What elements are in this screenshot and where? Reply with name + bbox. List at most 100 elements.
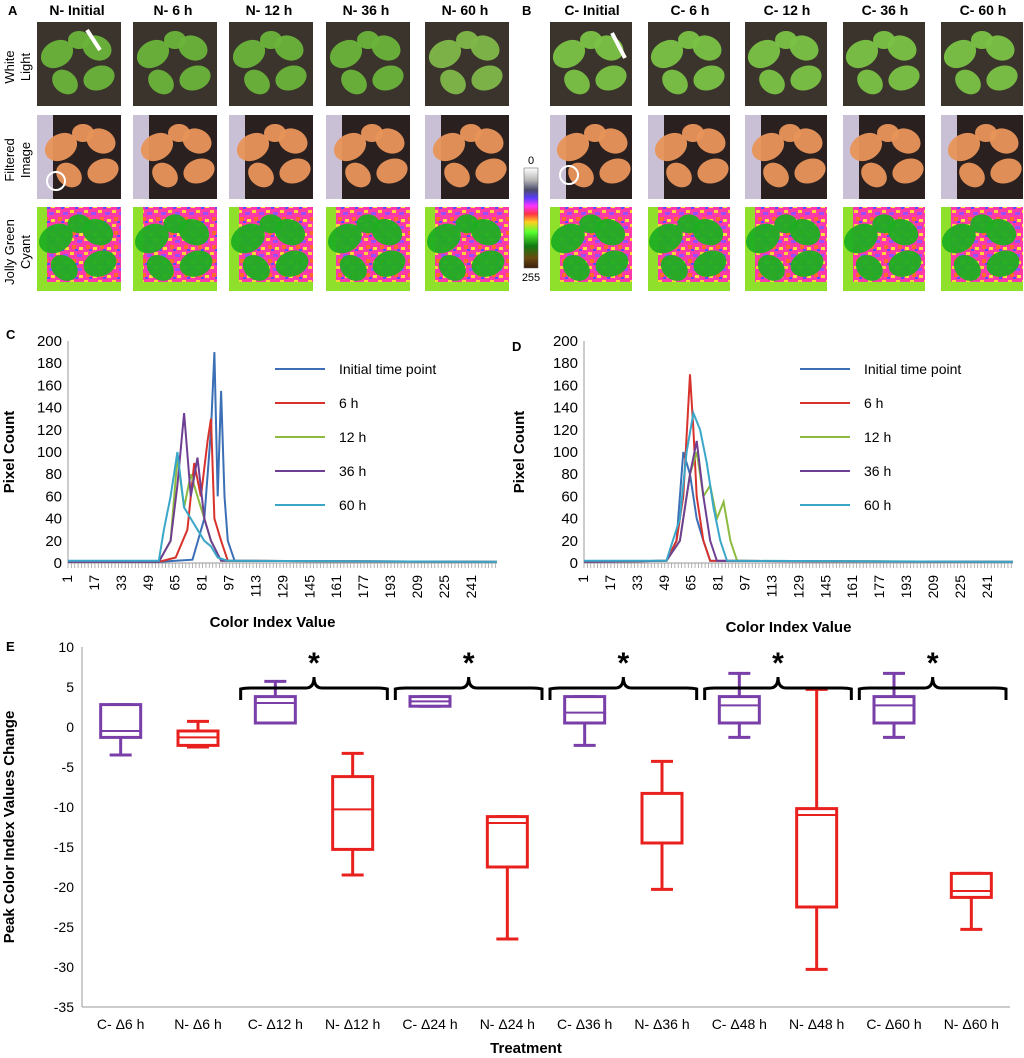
photo-jolly-edge: [745, 282, 827, 291]
plant-jolly-leaf: [339, 254, 367, 281]
plant-filtered-leaf: [959, 162, 985, 188]
plant-filtered-leaf: [990, 158, 1022, 184]
plant-leaf: [971, 31, 993, 49]
plant-jolly-leaf: [372, 250, 406, 277]
row-label: White: [2, 50, 17, 83]
panel-b-column-title: C- 12 h: [764, 2, 811, 18]
plant-filtered-leaf: [361, 124, 383, 142]
x-tick-label: N- Δ60 h: [944, 1016, 999, 1032]
y-tick-label: -15: [54, 839, 74, 855]
box: [640, 759, 684, 891]
plant-jolly-leaf: [179, 250, 213, 277]
y-tick-label: 0: [66, 719, 74, 735]
box-iqr: [485, 815, 529, 869]
plant-filtered-leaf: [87, 158, 119, 184]
box: [485, 815, 529, 941]
x-tick-label: 81: [194, 575, 210, 591]
y-tick-label: 200: [553, 333, 578, 350]
plant-jolly-leaf: [872, 214, 896, 234]
panel-b-column-title: C- Initial: [564, 2, 619, 18]
x-tick-label: N- Δ48 h: [789, 1016, 844, 1032]
panel-b: B C- Initial C- 6 h C- 12 h C- 36 h C- 60 h: [522, 2, 1023, 291]
plant-leaf: [678, 31, 700, 49]
box: [872, 671, 916, 739]
photo-filtered-edge: [229, 115, 245, 199]
panel-a-column-title: N- 6 h: [154, 2, 193, 18]
panel-a-column-title: N- 12 h: [246, 2, 293, 18]
plant-filtered-leaf: [183, 158, 215, 184]
series-line: [584, 409, 1014, 563]
series-line: [583, 451, 1014, 563]
x-tick-label: 65: [683, 575, 699, 591]
plant-jolly-leaf: [888, 250, 922, 277]
plant-jolly-leaf: [50, 254, 78, 281]
photo-filtered-edge: [745, 115, 761, 199]
x-tick-label: 225: [952, 575, 968, 599]
plant-jolly-leaf: [562, 254, 590, 281]
plant-filtered-leaf: [666, 162, 692, 188]
photo-filtered-edge: [326, 115, 342, 199]
box-iqr: [563, 695, 607, 725]
y-tick-label: 0: [570, 555, 578, 572]
plant-jolly-leaf: [855, 254, 883, 281]
y-tick-label: 160: [553, 377, 578, 394]
y-tick-label: 100: [553, 444, 578, 461]
plant-leaf: [857, 69, 883, 95]
x-tick-label: 225: [436, 575, 452, 599]
photo-jolly-edge: [133, 282, 217, 291]
plant-leaf: [955, 69, 981, 95]
plant-filtered-leaf: [599, 158, 631, 184]
plant-filtered-leaf: [140, 132, 174, 162]
plant-filtered-leaf: [475, 158, 507, 184]
x-tick-label: 129: [274, 575, 290, 599]
plant-filtered-leaf: [56, 162, 82, 188]
box-iqr: [640, 791, 684, 845]
photo-jolly-edge: [843, 282, 925, 291]
photo-jolly-edge: [425, 282, 509, 291]
panel-letter: C: [6, 327, 16, 342]
significance-bracket: [857, 676, 1008, 700]
panel-b-column-title: C- 36 h: [862, 2, 909, 18]
x-tick-label: 33: [113, 575, 129, 591]
plant-filtered-leaf: [44, 132, 78, 162]
box-iqr: [253, 695, 297, 725]
plant-jolly-leaf: [242, 254, 270, 281]
plant-leaf: [747, 39, 781, 69]
x-tick-label: 49: [140, 575, 156, 591]
plant-leaf: [244, 69, 270, 95]
panel-a-column-title: N- Initial: [49, 2, 104, 18]
plant-filtered-leaf: [248, 162, 274, 188]
plant-jolly-leaf: [275, 250, 309, 277]
panel-a-column-title: N- 60 h: [442, 2, 489, 18]
plant-leaf: [986, 65, 1018, 91]
x-tick-label: 177: [871, 575, 887, 599]
plant-jolly-leaf: [746, 223, 780, 254]
significance-star: *: [463, 647, 475, 680]
plant-jolly-leaf: [790, 250, 824, 277]
row-label: Light: [18, 53, 33, 82]
plant-leaf: [357, 31, 379, 49]
colorbar-min-label: 0: [528, 155, 534, 167]
y-tick-label: 160: [37, 377, 62, 394]
legend-label: 6 h: [864, 395, 883, 411]
x-tick-label: C- Δ12 h: [248, 1016, 303, 1032]
plant-leaf: [650, 39, 684, 69]
photo-filtered-edge: [843, 115, 859, 199]
x-tick-label: 1: [575, 575, 591, 583]
x-tick-label: 113: [763, 575, 779, 598]
panel-a: A N- Initial N- 6 h N- 12 h N- 36 h N- 60 h Wh…: [2, 2, 509, 291]
plant-filtered-leaf: [444, 162, 470, 188]
plant-filtered-leaf: [751, 132, 785, 162]
significance-bracket: [548, 676, 699, 700]
legend-label: Initial time point: [864, 361, 961, 377]
box-iqr: [717, 695, 761, 725]
x-tick-label: 161: [844, 575, 860, 599]
box: [99, 703, 143, 757]
plant-leaf: [83, 65, 115, 91]
plant-leaf: [40, 39, 74, 69]
photo-filtered-edge: [133, 115, 149, 199]
plant-leaf: [260, 31, 282, 49]
y-tick-label: 10: [58, 639, 74, 655]
plant-jolly-leaf: [83, 250, 117, 277]
y-tick-label: 180: [553, 355, 578, 372]
